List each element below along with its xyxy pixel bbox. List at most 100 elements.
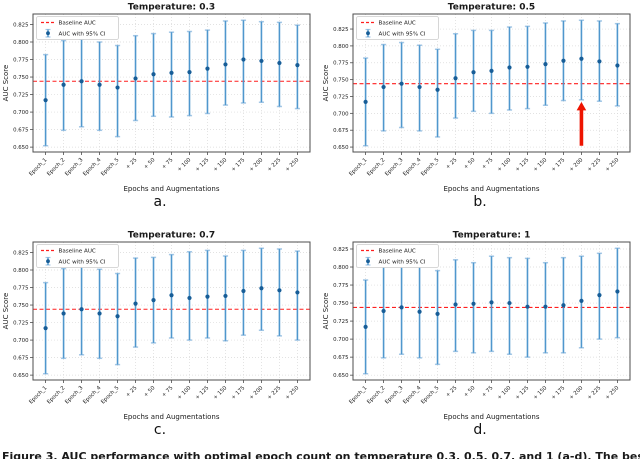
x-axis-label: Epochs and Augmentations: [443, 413, 539, 421]
svg-text:+ 100: + 100: [496, 385, 512, 401]
svg-text:+ 75: + 75: [481, 385, 495, 399]
svg-text:0.700: 0.700: [333, 337, 349, 343]
svg-text:0.750: 0.750: [13, 303, 29, 309]
svg-text:AUC with 95% CI: AUC with 95% CI: [379, 259, 426, 265]
y-axis-label: AUC Score: [2, 293, 10, 330]
svg-text:Epoch_4: Epoch_4: [402, 157, 423, 178]
svg-text:Epoch_2: Epoch_2: [366, 157, 386, 177]
svg-text:+ 150: + 150: [212, 157, 228, 173]
y-axis: 0.650 0.675 0.700 0.725 0.750 0.775 0.800 0.825: [333, 247, 353, 379]
svg-text:+ 150: + 150: [212, 385, 228, 401]
panel-label-d: d.: [473, 422, 487, 438]
svg-text:0.750: 0.750: [13, 75, 29, 81]
svg-text:0.675: 0.675: [333, 355, 348, 361]
svg-text:+ 25: + 25: [445, 157, 459, 171]
svg-text:Epoch_3: Epoch_3: [384, 385, 404, 405]
chart-title: Temperature: 0.7: [128, 231, 215, 241]
chart-svg-b: 0.650 0.675 0.700 0.725 0.750 0.775 0.800 0.825…: [322, 3, 631, 193]
subplot-b: 0.650 0.675 0.700 0.725 0.750 0.775 0.800 0.825…: [320, 0, 640, 200]
svg-text:0.650: 0.650: [333, 373, 349, 379]
svg-text:+ 125: + 125: [514, 157, 530, 173]
svg-text:+ 100: + 100: [176, 385, 192, 401]
svg-text:Epoch_5: Epoch_5: [420, 385, 440, 405]
svg-text:+ 50: + 50: [143, 157, 157, 171]
svg-text:+ 250: + 250: [604, 157, 620, 173]
svg-text:+ 250: + 250: [604, 385, 620, 401]
svg-text:0.800: 0.800: [13, 40, 29, 46]
svg-text:AUC with 95% CI: AUC with 95% CI: [59, 31, 106, 37]
svg-text:Baseline AUC: Baseline AUC: [59, 249, 96, 255]
errorbar-series: [362, 247, 621, 375]
svg-text:Epoch_1: Epoch_1: [348, 157, 368, 177]
legend: Baseline AUC AUC with 95% CI: [36, 16, 119, 40]
svg-text:+ 150: + 150: [532, 157, 548, 173]
svg-text:Baseline AUC: Baseline AUC: [379, 249, 416, 255]
svg-text:0.775: 0.775: [13, 57, 28, 63]
svg-text:+ 125: + 125: [194, 157, 210, 173]
chart-title: Temperature: 0.5: [448, 3, 535, 13]
svg-text:+ 175: + 175: [230, 157, 246, 173]
svg-text:0.750: 0.750: [333, 78, 349, 84]
svg-text:+ 225: + 225: [586, 157, 602, 173]
svg-text:+ 175: + 175: [550, 157, 566, 173]
chart-title: Temperature: 0.3: [128, 3, 215, 13]
y-axis: 0.650 0.675 0.700 0.725 0.750 0.775 0.800 0.825: [13, 22, 33, 151]
svg-text:+ 75: + 75: [161, 385, 175, 399]
svg-text:Baseline AUC: Baseline AUC: [59, 21, 96, 27]
svg-text:Epoch_1: Epoch_1: [28, 157, 48, 177]
svg-text:+ 200: + 200: [568, 385, 584, 401]
chart-title: Temperature: 1: [453, 231, 531, 241]
svg-text:0.650: 0.650: [13, 145, 29, 151]
svg-text:+ 100: + 100: [176, 157, 192, 173]
legend: Baseline AUC AUC with 95% CI: [356, 16, 439, 40]
x-axis-label: Epochs and Augmentations: [123, 413, 219, 421]
svg-text:Epoch_1: Epoch_1: [348, 385, 368, 405]
svg-text:0.700: 0.700: [13, 338, 29, 344]
svg-text:AUC with 95% CI: AUC with 95% CI: [379, 31, 426, 37]
svg-text:+ 200: + 200: [568, 157, 584, 173]
y-axis-label: AUC Score: [2, 65, 10, 102]
panel-label-b: b.: [473, 194, 487, 210]
svg-text:0.825: 0.825: [333, 27, 348, 33]
svg-text:Epoch_3: Epoch_3: [384, 157, 404, 177]
svg-text:Epoch_2: Epoch_2: [366, 385, 386, 405]
svg-text:0.675: 0.675: [13, 356, 28, 362]
svg-text:0.725: 0.725: [13, 92, 28, 98]
svg-text:+ 200: + 200: [248, 385, 264, 401]
svg-text:+ 225: + 225: [266, 385, 282, 401]
svg-text:Epoch_2: Epoch_2: [46, 157, 66, 177]
svg-text:Baseline AUC: Baseline AUC: [379, 21, 416, 27]
svg-text:+ 25: + 25: [125, 157, 139, 171]
svg-text:+ 175: + 175: [230, 385, 246, 401]
svg-text:0.725: 0.725: [13, 320, 28, 326]
chart-svg-c: 0.650 0.675 0.700 0.725 0.750 0.775 0.800 0.825…: [2, 231, 311, 421]
svg-text:0.775: 0.775: [13, 285, 28, 291]
svg-text:0.725: 0.725: [333, 94, 348, 100]
chart-svg-d: 0.650 0.675 0.700 0.725 0.750 0.775 0.800 0.825…: [322, 231, 631, 421]
svg-text:0.775: 0.775: [333, 61, 348, 67]
svg-text:+ 175: + 175: [550, 385, 566, 401]
legend: Baseline AUC AUC with 95% CI: [36, 244, 119, 268]
errorbar-series: [362, 19, 621, 147]
svg-text:0.750: 0.750: [333, 301, 349, 307]
y-axis: 0.650 0.675 0.700 0.725 0.750 0.775 0.800 0.825: [13, 250, 33, 379]
svg-text:AUC with 95% CI: AUC with 95% CI: [59, 259, 106, 265]
figure-caption: Figure 3. AUC performance with optimal e…: [2, 450, 640, 459]
y-axis-label: AUC Score: [322, 65, 330, 102]
svg-text:+ 250: + 250: [284, 385, 300, 401]
svg-text:+ 125: + 125: [194, 385, 210, 401]
svg-text:0.800: 0.800: [333, 265, 349, 271]
svg-text:0.650: 0.650: [333, 145, 349, 151]
svg-text:0.800: 0.800: [333, 44, 349, 50]
svg-text:Epoch_2: Epoch_2: [46, 385, 66, 405]
svg-text:0.825: 0.825: [13, 250, 28, 256]
svg-text:+ 250: + 250: [284, 157, 300, 173]
svg-text:0.675: 0.675: [13, 128, 28, 134]
svg-text:Epoch_5: Epoch_5: [100, 385, 120, 405]
svg-text:Epoch_4: Epoch_4: [402, 385, 423, 406]
svg-text:0.700: 0.700: [13, 110, 29, 116]
